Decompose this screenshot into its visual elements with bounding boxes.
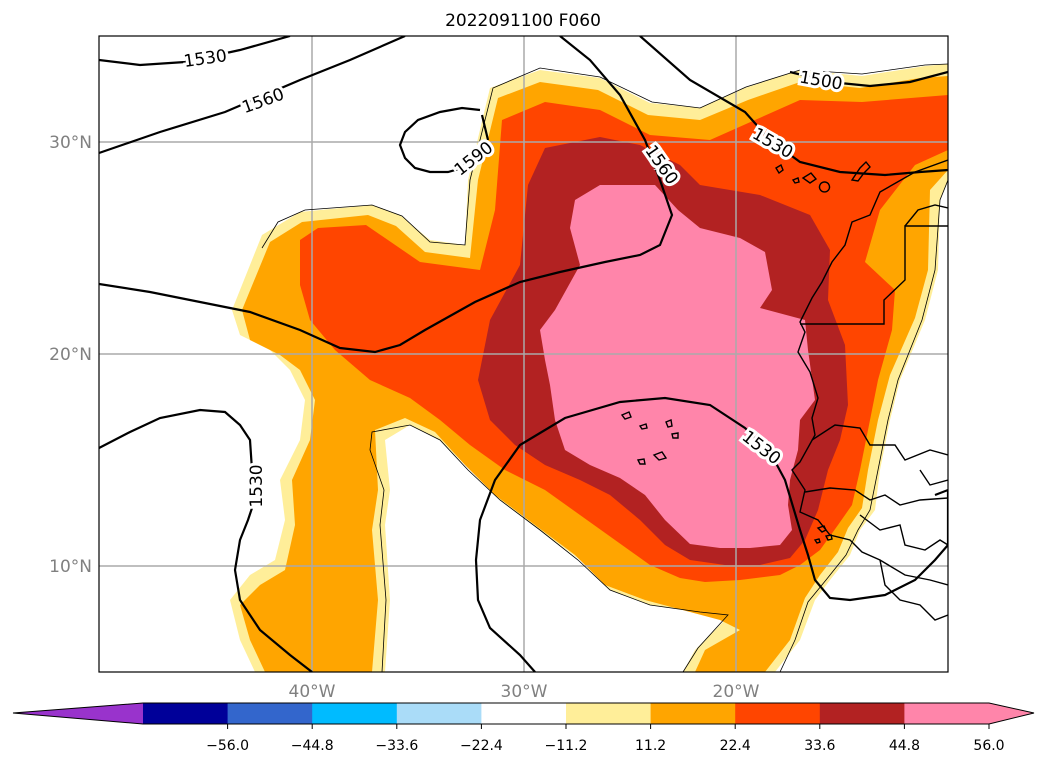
colorbar-bin: [396, 703, 482, 724]
map-frame: [98, 35, 949, 673]
shading-outline: [261, 63, 948, 672]
colorbar-under-triangle: [13, 703, 143, 724]
colorbar-tick-label: 56.0: [973, 738, 1004, 754]
contour-1560-center: [99, 36, 674, 354]
colorbar-tick-label: −56.0: [206, 738, 249, 754]
lat-label-10n: 10°N: [49, 557, 92, 577]
colorbar-tick-label: −33.6: [375, 738, 418, 754]
cape-verde-4: [671, 432, 679, 439]
lat-label-20n: 20°N: [49, 345, 92, 365]
colorbar-bin: [227, 703, 313, 724]
lat-label-30n: 30°N: [49, 133, 92, 153]
colorbar-tick-label: 11.2: [635, 738, 666, 754]
colorbar-bin: [819, 703, 905, 724]
colorbar-bin: [904, 703, 990, 724]
border-2: [904, 204, 948, 227]
contour-1500-ne: [789, 70, 948, 88]
cape-verde-1: [620, 411, 632, 420]
colorbar-tick-label: −11.2: [545, 738, 588, 754]
africa-coast: [791, 159, 948, 586]
border-1: [800, 225, 948, 325]
shaded-field: 1530 1560 1590 1500 1530 1560 1530 1530: [99, 36, 948, 672]
gridlines: [99, 36, 948, 672]
border-6: [879, 559, 948, 621]
lon-label-30w: 30°W: [501, 682, 548, 702]
contour-1590: [398, 106, 490, 174]
border-7: [919, 469, 948, 486]
colorbar-outline: [12, 702, 1035, 725]
colorbar-tick-label: 33.6: [804, 738, 835, 754]
colorbar-tick-label: 44.8: [889, 738, 920, 754]
cape-verde-2: [638, 423, 648, 430]
height-contours: [99, 36, 948, 672]
colorbar: −56.0 −44.8 −33.6 −22.4 −11.2 11.2 22.4 33.6 44.…: [12, 702, 1035, 754]
colorbar-bin: [650, 703, 736, 724]
colorbar-tick-label: −22.4: [460, 738, 503, 754]
coastlines: [620, 159, 948, 621]
bissagos-islands: [813, 525, 833, 544]
colorbar-bin: [481, 703, 567, 724]
contour-1530-south: [474, 396, 948, 672]
canary-4: [818, 181, 831, 193]
colorbar-bin: [735, 703, 821, 724]
canary-1: [775, 163, 784, 175]
colorbar-tick-label: −44.8: [291, 738, 334, 754]
contour-1530-nw: [99, 36, 291, 67]
cape-verde-6: [652, 451, 668, 461]
lon-label-40w: 40°W: [289, 682, 336, 702]
border-4: [804, 487, 948, 506]
colorbar-bin: [312, 703, 398, 724]
canary-5: [850, 160, 871, 182]
colorbar-tick-label: 22.4: [720, 738, 751, 754]
canary-2: [791, 177, 800, 184]
contour-1530-west: [99, 408, 313, 672]
border-5: [859, 514, 948, 551]
grid-labels: 30°N 20°N 10°N 40°W 30°W 20°W: [49, 133, 760, 702]
contour-1560-nw: [99, 36, 406, 155]
cape-verde-3: [665, 419, 673, 428]
map-panel: 1530 1560 1590 1500 1530 1560 1530 1530: [98, 35, 949, 673]
fill-level-5: [540, 185, 815, 548]
colorbar-bin: [143, 703, 229, 724]
contour-1530-ne: [639, 36, 948, 177]
canary-3: [801, 172, 818, 184]
colorbar-ticks: −56.0 −44.8 −33.6 −22.4 −11.2 11.2 22.4 33.6 44.…: [206, 724, 1005, 754]
colorbar-bins: [143, 703, 990, 724]
colorbar-bin: [566, 703, 652, 724]
colorbar-over-triangle: [989, 703, 1034, 724]
border-3: [811, 424, 948, 461]
lon-label-20w: 20°W: [713, 682, 760, 702]
plot-title: 2022091100 F060: [445, 11, 601, 31]
cape-verde-5: [636, 458, 646, 465]
contour-label-1530-west: 1530: [247, 464, 267, 507]
